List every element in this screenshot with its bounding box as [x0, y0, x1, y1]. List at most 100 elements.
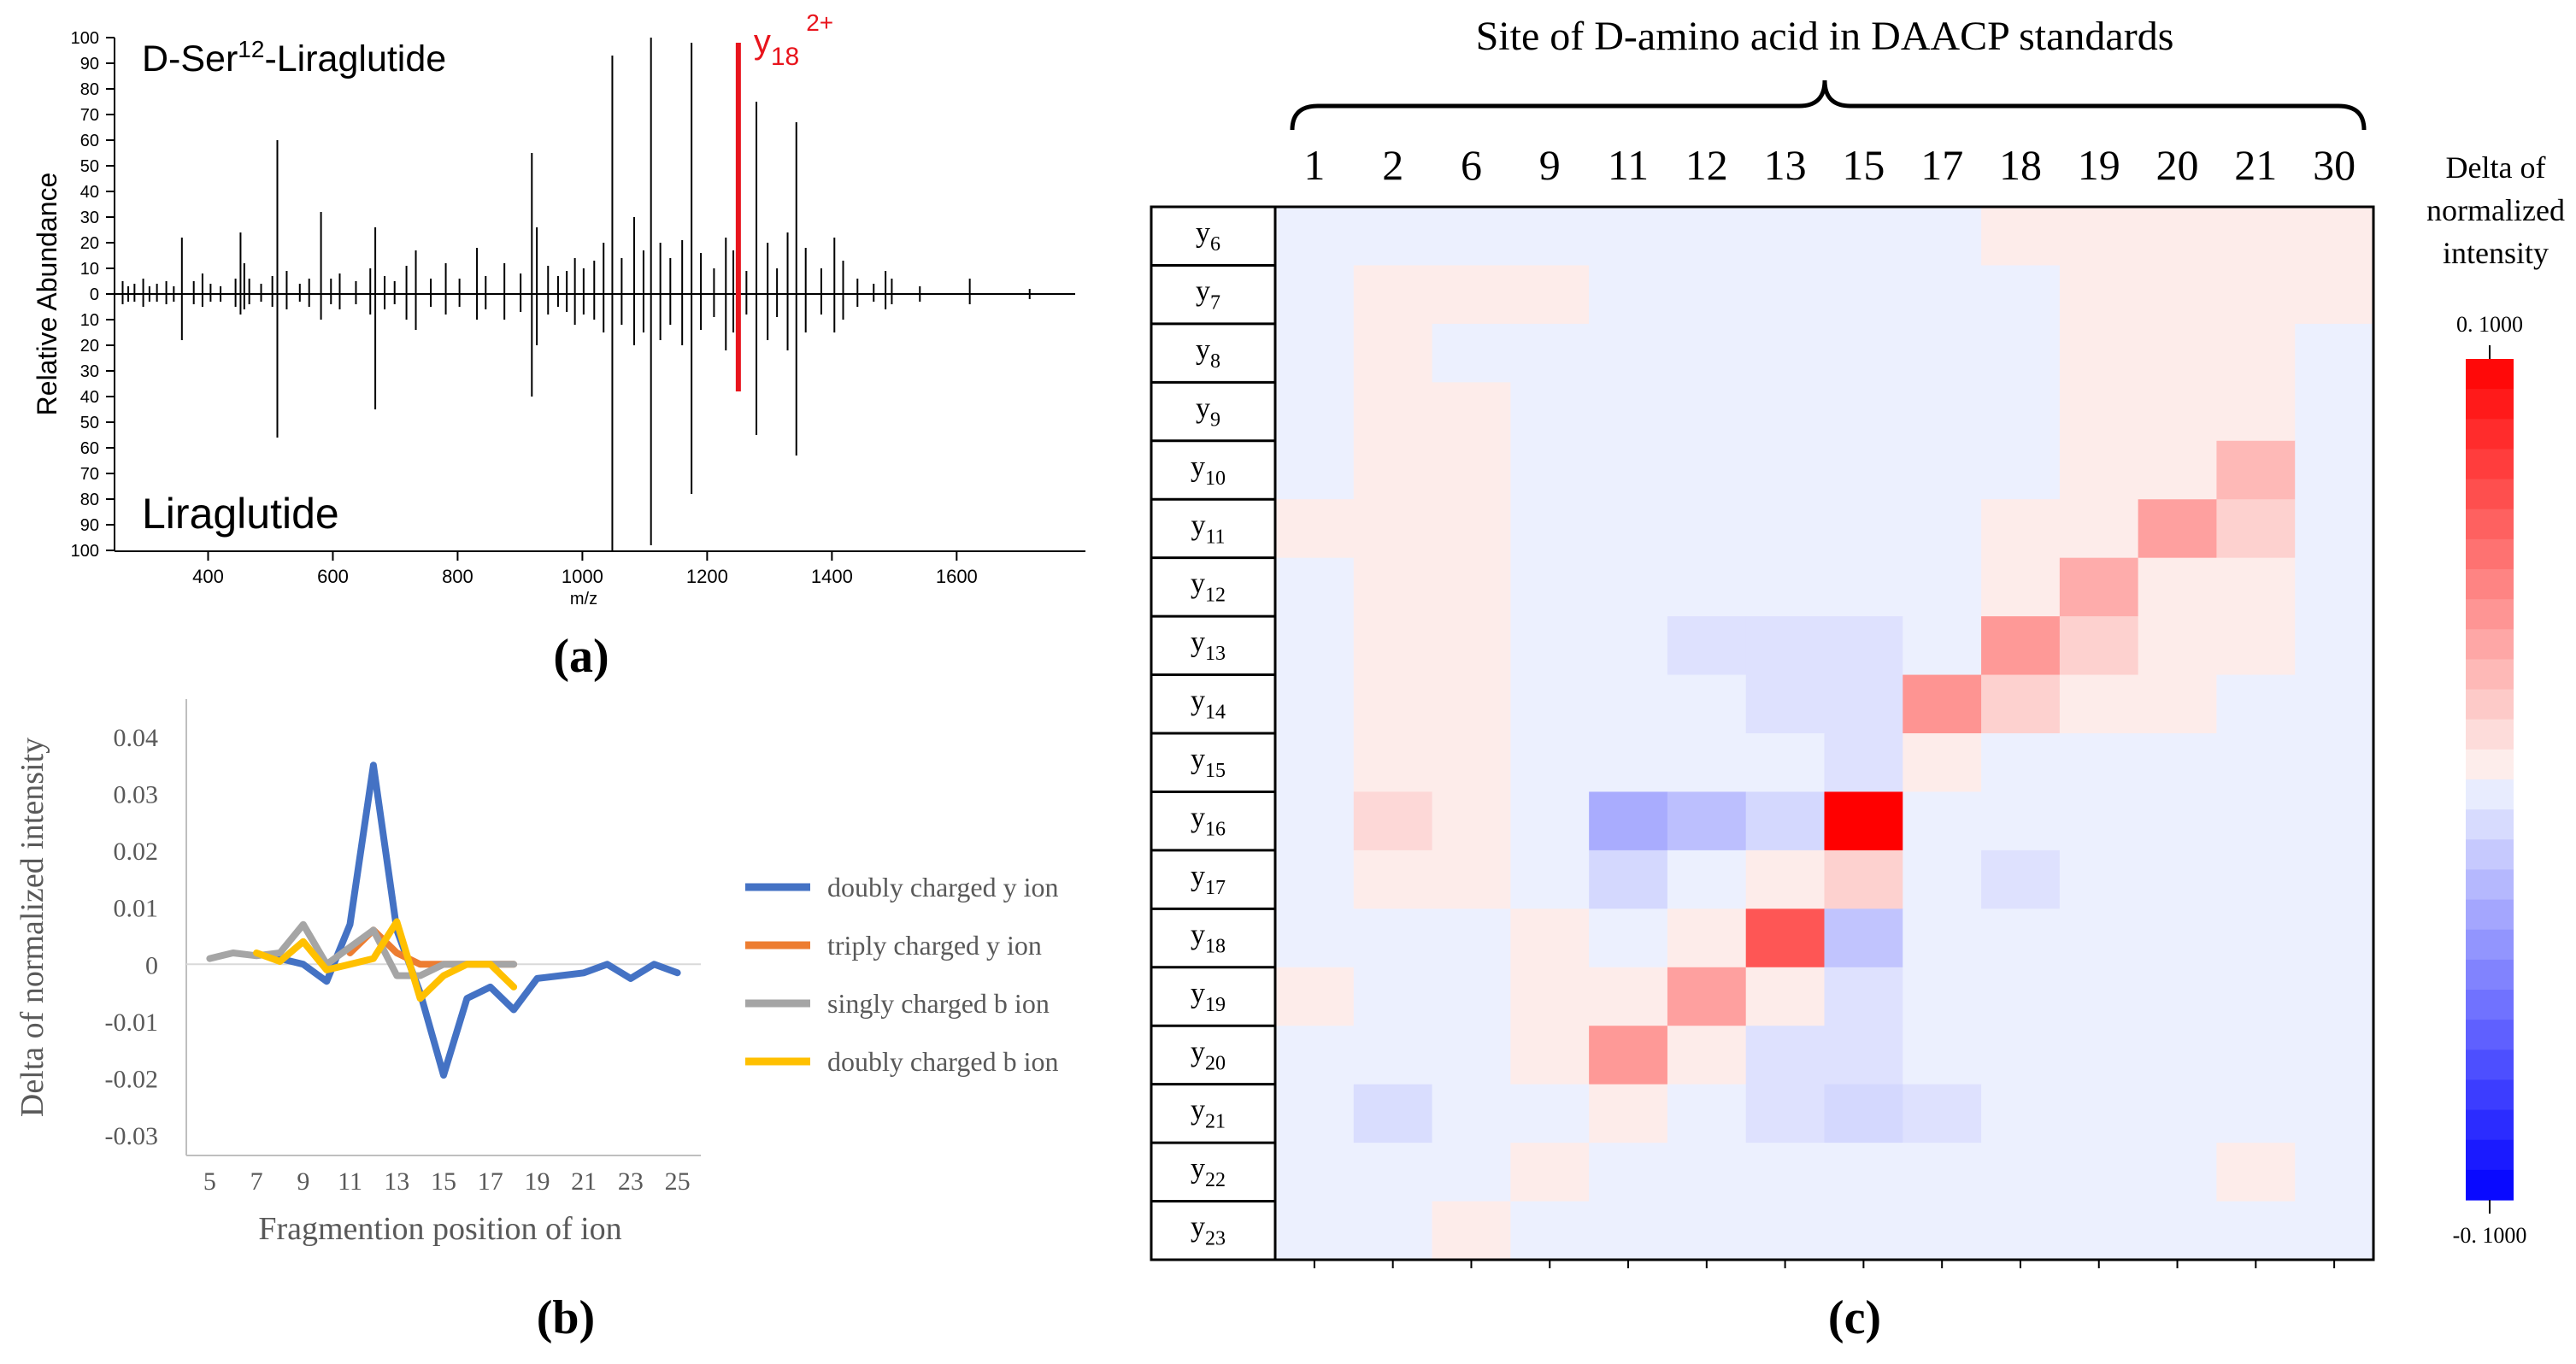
colorbar — [2466, 345, 2514, 1214]
spectrum-x-tick-label: 800 — [442, 566, 473, 587]
heatmap-cell — [1275, 1143, 1355, 1202]
heatmap-cell — [2138, 1026, 2218, 1085]
heatmap-cell — [2295, 674, 2374, 734]
heatmap-column-label: 21 — [2234, 141, 2277, 189]
heatmap-cell — [2295, 265, 2374, 325]
heatmap-cell — [1589, 791, 1668, 851]
heatmap-cell — [1745, 908, 1826, 968]
heatmap-cell — [2295, 440, 2374, 500]
heatmap-column-label: 2 — [1382, 141, 1403, 189]
bottom-spectrum-label: Liraglutide — [142, 490, 339, 538]
heatmap-column-label: 1 — [1303, 141, 1325, 189]
colorbar-step — [2466, 659, 2514, 691]
colorbar-step — [2466, 1109, 2514, 1141]
heatmap-row-label: y21 — [1191, 1095, 1226, 1133]
heatmap-cell — [1432, 850, 1511, 909]
colorbar-step — [2466, 869, 2514, 901]
line-x-tick-label: 25 — [665, 1167, 691, 1196]
line-x-ticks: 5 7 9 11 13 15 17 19 21 23 25 — [203, 1167, 691, 1196]
heatmap-cell — [1353, 265, 1433, 325]
heatmap-cell — [1353, 850, 1433, 909]
heatmap-row-label: y16 — [1191, 803, 1226, 841]
line-series-1 — [276, 761, 681, 1079]
heatmap-cell — [1589, 967, 1668, 1026]
heatmap-cell — [1903, 382, 1982, 442]
spectrum-y-tick-label: 10 — [80, 311, 99, 330]
heatmap-cell — [1981, 382, 2061, 442]
heatmap-cell — [1275, 557, 1355, 617]
heatmap-cell — [1589, 1143, 1668, 1202]
heatmap-cell — [1745, 323, 1826, 383]
heatmap-cell — [1353, 674, 1433, 734]
heatmap-cell — [2059, 499, 2139, 559]
spectrum-x-tick-label: 600 — [317, 566, 349, 587]
heatmap-cell — [1275, 791, 1355, 851]
heatmap-cell — [2138, 967, 2218, 1026]
heatmap-column-label: 17 — [1920, 141, 1963, 189]
heatmap-cell — [1510, 1201, 1590, 1261]
line-y-tick-label: 0.04 — [114, 724, 159, 752]
heatmap-cell — [1824, 850, 1903, 909]
spectrum-y-tick-label: 70 — [80, 465, 99, 484]
spectrum-y-ticks: 1009080706050403020100102030405060708090… — [71, 29, 115, 561]
heatmap-cell — [1275, 1084, 1355, 1144]
heatmap-cell — [1510, 1026, 1590, 1085]
heatmap-cell — [1745, 557, 1826, 617]
heatmap-cell — [1589, 616, 1668, 676]
heatmap-cell — [2138, 1143, 2218, 1202]
heatmap-cell — [1510, 674, 1590, 734]
heatmap-cell — [1981, 265, 2061, 325]
heatmap-cell — [1432, 382, 1511, 442]
colorbar-step — [2466, 839, 2514, 871]
heatmap-cell — [2138, 733, 2218, 793]
heatmap-cell — [1589, 733, 1668, 793]
spectrum-x-tick-label: 1200 — [686, 566, 728, 587]
heatmap-cell — [2138, 1201, 2218, 1261]
heatmap-cell — [1589, 557, 1668, 617]
heatmap-cell — [1510, 733, 1590, 793]
line-x-tick-label: 19 — [524, 1167, 550, 1196]
spectrum-y-tick-label: 10 — [80, 260, 99, 279]
heatmap-row-label: y18 — [1191, 919, 1226, 957]
heatmap-cell — [1275, 1026, 1355, 1085]
line-y-tick-label: 0.02 — [114, 838, 159, 866]
heatmap-cell — [1432, 616, 1511, 676]
column-group-brace — [1290, 79, 2367, 131]
heatmap-column-label: 6 — [1461, 141, 1482, 189]
heatmap-cell — [1903, 967, 1982, 1026]
colorbar-step — [2466, 389, 2514, 420]
heatmap-cell — [2216, 1026, 2296, 1085]
heatmap-cell — [1981, 733, 2061, 793]
spectrum-y-tick-label: 100 — [71, 542, 99, 561]
heatmap-cell — [1667, 265, 1747, 325]
colorbar-step — [2466, 419, 2514, 450]
heatmap-cell — [2216, 1201, 2296, 1261]
heatmap-cell — [1353, 557, 1433, 617]
heatmap-cell — [2059, 791, 2139, 851]
heatmap-cell — [1353, 1026, 1433, 1085]
heatmap-cell — [1981, 440, 2061, 500]
heatmap-cell — [2295, 908, 2374, 968]
spectrum-y-tick-label: 50 — [80, 157, 99, 176]
spectrum-y-tick-label: 30 — [80, 362, 99, 381]
heatmap-cell — [1745, 207, 1826, 267]
heatmap-cell — [1510, 265, 1590, 325]
colorbar-step — [2466, 599, 2514, 630]
heatmap-cell — [1589, 382, 1668, 442]
heatmap-cell — [1275, 967, 1355, 1026]
heatmap-column-label: 18 — [1999, 141, 2042, 189]
heatmap-cell — [1981, 791, 2061, 851]
line-y-tick-label: 0.03 — [114, 781, 159, 809]
heatmap-cell — [1824, 265, 1903, 325]
heatmap-cell — [1745, 382, 1826, 442]
heatmap-cell — [2138, 440, 2218, 500]
heatmap-cell — [2295, 850, 2374, 909]
heatmap-cell — [1981, 499, 2061, 559]
heatmap-cell — [1903, 1201, 1982, 1261]
colorbar-step — [2466, 1169, 2514, 1201]
heatmap-cell — [2138, 499, 2218, 559]
heatmap-cells — [1275, 207, 2374, 1261]
heatmap-row-label: y8 — [1196, 334, 1220, 373]
heatmap-cell — [2295, 207, 2374, 267]
heatmap-cell — [1824, 1143, 1903, 1202]
